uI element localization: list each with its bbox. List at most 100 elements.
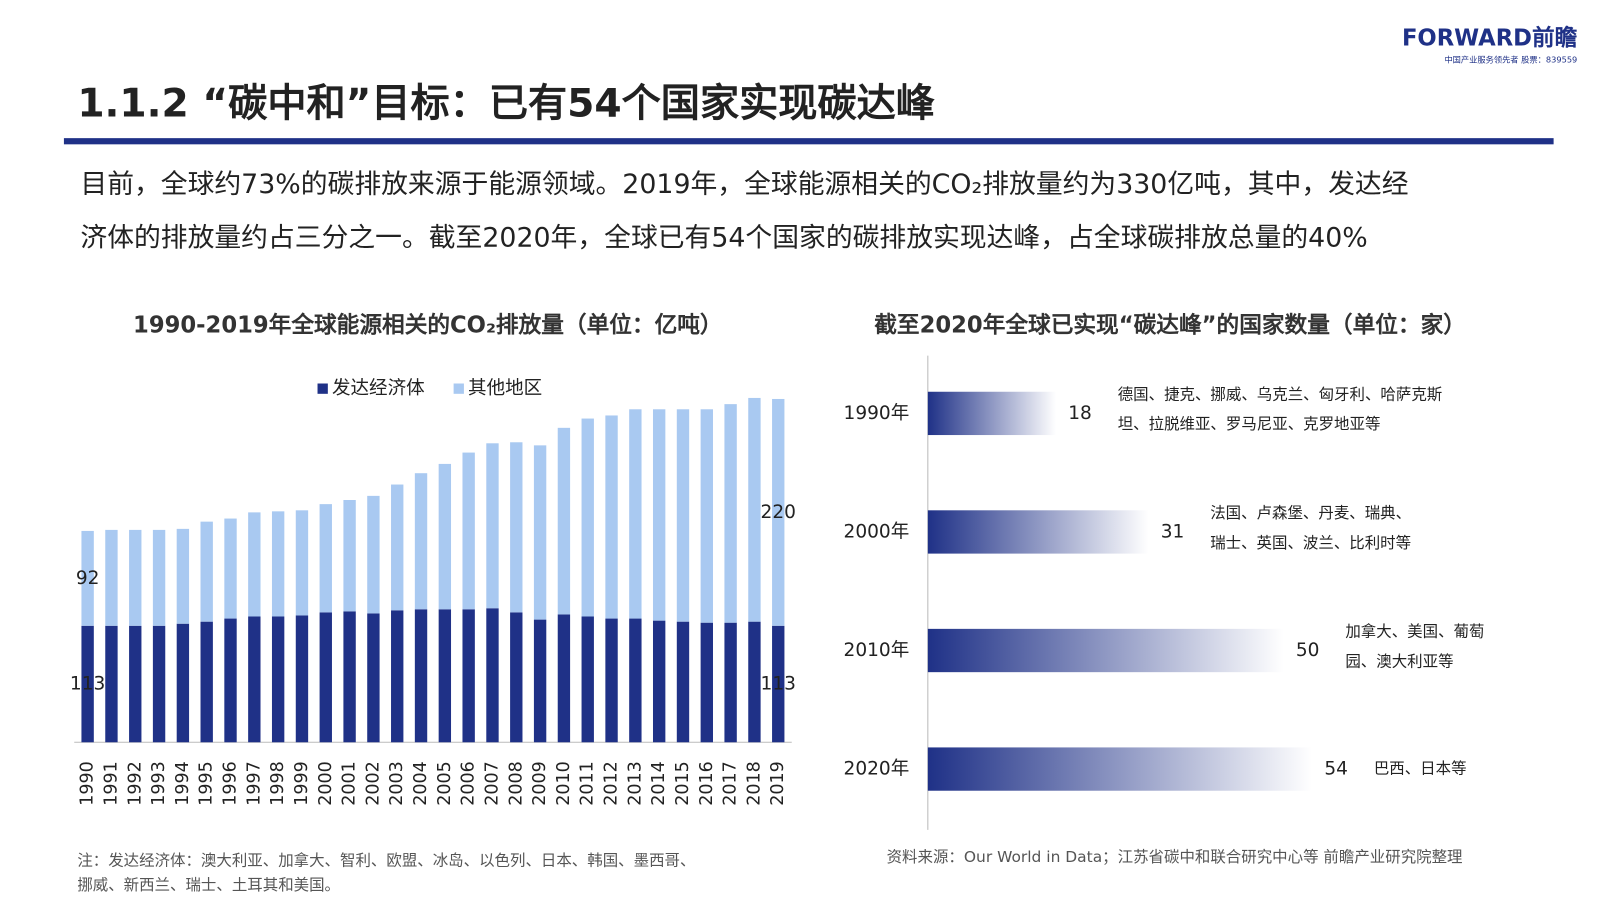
value-label: 113 <box>70 674 105 695</box>
bar-segment <box>700 409 713 623</box>
bar-segment <box>486 608 499 743</box>
bar-segment <box>129 625 142 743</box>
bar-segment <box>200 621 213 743</box>
annotation: 瑞士、英国、波兰、比利时等 <box>1210 534 1411 552</box>
x-tick-label: 1996 <box>221 761 241 806</box>
bar-segment <box>343 500 356 612</box>
y-tick-label: 2020年 <box>844 759 910 780</box>
legend-label: 发达经济体 <box>332 378 425 399</box>
bar-segment <box>367 613 380 743</box>
bar-segment <box>557 427 571 615</box>
bar-segment <box>772 398 785 626</box>
bar-segment <box>748 397 761 622</box>
bar-segment <box>271 616 285 743</box>
x-tick-label: 1990 <box>78 761 98 806</box>
x-tick-label: 2017 <box>721 761 741 806</box>
x-tick-label: 2009 <box>530 761 550 806</box>
x-tick-label: 1995 <box>197 761 217 806</box>
bar-segment <box>152 625 166 743</box>
bar-segment <box>81 530 94 626</box>
x-tick-label: 2008 <box>506 761 526 806</box>
legend-swatch <box>453 383 464 394</box>
bar-segment <box>200 521 213 622</box>
x-tick-label: 2002 <box>363 761 383 806</box>
bar-segment <box>724 404 737 623</box>
logo-sub: 中国产业服务领先者 股票：839559 <box>1444 54 1577 64</box>
bar-segment <box>581 418 594 617</box>
x-tick-label: 2001 <box>340 761 360 806</box>
annotation: 巴西、日本等 <box>1374 760 1467 778</box>
value-label: 113 <box>761 674 796 695</box>
x-tick-label: 2016 <box>697 761 717 806</box>
value-label: 50 <box>1296 640 1320 661</box>
bar-segment <box>176 623 190 743</box>
bar-segment <box>224 618 237 743</box>
x-tick-label: 2018 <box>744 761 764 806</box>
bar-segment <box>414 609 428 743</box>
x-tick-label: 1997 <box>244 761 264 806</box>
value-label: 54 <box>1324 759 1348 780</box>
bar-segment <box>676 409 690 622</box>
intro-line: 目前，全球约73%的碳排放来源于能源领域。2019年，全球能源相关的CO₂排放量… <box>80 169 1408 200</box>
note: 挪威、新西兰、瑞士、土耳其和美国。 <box>77 876 340 894</box>
x-tick-label: 2011 <box>578 761 598 806</box>
logo: FORWARD前瞻 <box>1402 25 1578 52</box>
bar-segment <box>248 616 261 743</box>
bar-segment <box>652 620 666 743</box>
chart-title: 1990-2019年全球能源相关的CO₂排放量（单位：亿吨） <box>133 311 723 338</box>
note: 注：发达经济体：澳大利亚、加拿大、智利、欧盟、冰岛、以色列、日本、韩国、墨西哥、 <box>77 850 695 869</box>
bar <box>927 747 1312 791</box>
bar-segment <box>510 442 523 613</box>
bar <box>927 510 1149 554</box>
bar-segment <box>295 510 309 616</box>
bar-segment <box>462 452 475 610</box>
x-tick-label: 2006 <box>459 761 479 806</box>
bar-segment <box>533 619 547 743</box>
bar-segment <box>438 609 452 743</box>
bar-segment <box>105 529 118 626</box>
bar-segment <box>224 518 237 619</box>
bar <box>927 628 1284 673</box>
bar-segment <box>462 609 475 743</box>
bar-segment <box>391 610 404 743</box>
bar-segment <box>510 612 523 743</box>
bar-segment <box>605 618 618 743</box>
title-rule <box>63 138 1554 145</box>
bar-segment <box>676 621 690 743</box>
x-tick-label: 2005 <box>435 761 455 806</box>
x-tick-label: 1998 <box>268 761 288 806</box>
bar-segment <box>700 622 713 743</box>
bar-segment <box>605 415 618 619</box>
bar-segment <box>486 443 499 609</box>
bar-segment <box>129 529 142 626</box>
x-tick-label: 1992 <box>125 761 145 806</box>
y-tick-label: 2000年 <box>844 521 910 542</box>
bar-segment <box>319 504 332 613</box>
bar-segment <box>652 409 666 621</box>
x-tick-label: 1994 <box>173 761 193 806</box>
bar-segment <box>748 621 761 743</box>
x-tick-label: 2007 <box>482 761 502 806</box>
y-tick-label: 2010年 <box>844 640 910 661</box>
bar-segment <box>629 618 642 743</box>
bar-segment <box>271 511 285 617</box>
bar-segment <box>557 614 571 743</box>
legend-label: 其他地区 <box>468 378 542 399</box>
annotation: 园、澳大利亚等 <box>1345 652 1453 670</box>
bar-segment <box>105 625 118 743</box>
bar-segment <box>414 473 428 610</box>
value-label: 31 <box>1161 521 1185 542</box>
x-tick-label: 2019 <box>768 761 788 806</box>
bar-segment <box>295 615 309 743</box>
x-tick-label: 2003 <box>387 761 407 806</box>
x-tick-label: 2014 <box>649 761 669 806</box>
bar-segment <box>438 463 452 610</box>
bar-segment <box>724 622 737 743</box>
bar-segment <box>152 529 166 626</box>
bar-segment <box>533 445 547 620</box>
value-label: 220 <box>761 502 796 523</box>
x-tick-label: 2000 <box>316 761 336 806</box>
annotation: 加拿大、美国、葡萄 <box>1345 621 1484 640</box>
x-tick-label: 2013 <box>625 761 645 806</box>
